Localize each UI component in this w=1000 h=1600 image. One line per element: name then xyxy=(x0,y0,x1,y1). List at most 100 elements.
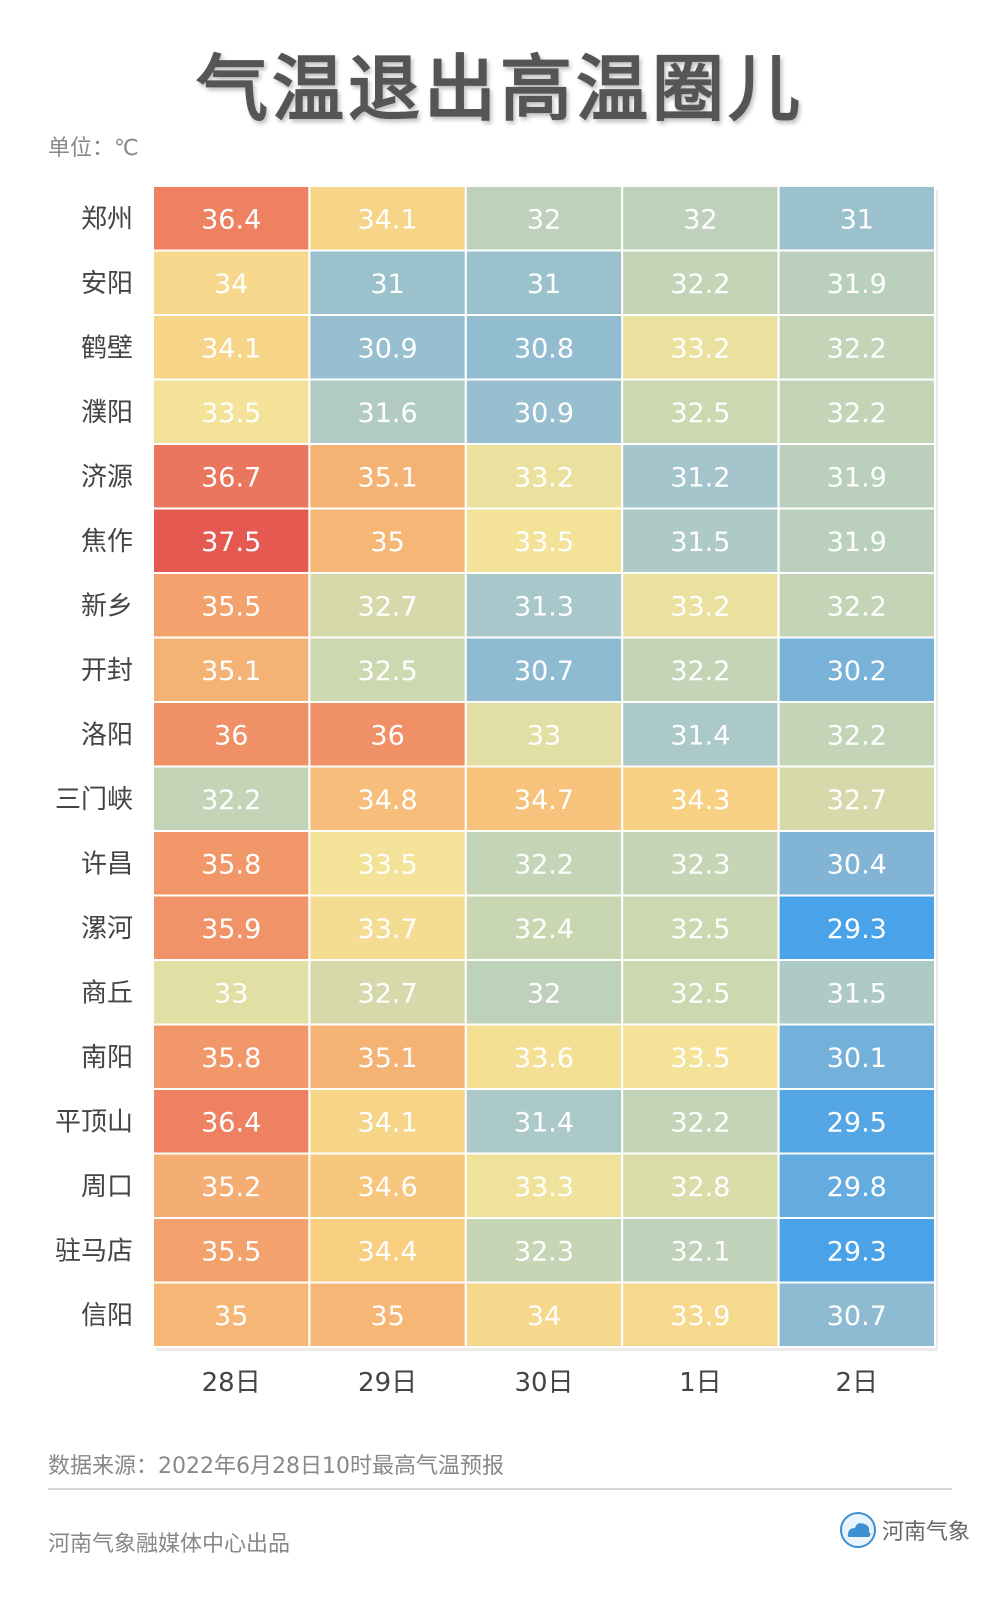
cell-value-label: 31.5 xyxy=(670,527,730,558)
brand-logo: 河南气象 xyxy=(838,1510,970,1550)
cell-value-label: 31.9 xyxy=(827,527,887,558)
heatmap-cell xyxy=(777,959,936,1026)
row-label: 焦作 xyxy=(81,527,133,557)
heatmap-cell xyxy=(464,1023,624,1090)
heatmap-cell xyxy=(152,830,311,897)
row-label: 三门峡 xyxy=(55,785,133,815)
heatmap-cell xyxy=(152,507,311,574)
cell-value-label: 34.1 xyxy=(358,1107,418,1138)
heatmap-cell xyxy=(464,830,624,897)
cell-value-label: 36.7 xyxy=(201,462,261,493)
cell-value-label: 36 xyxy=(370,720,404,751)
cell-value-label: 35.8 xyxy=(201,849,261,880)
cell-value-label: 33.5 xyxy=(514,527,574,558)
cell-value-label: 36.4 xyxy=(201,1107,261,1138)
cell-value-label: 33.9 xyxy=(670,1301,730,1332)
heatmap-cell xyxy=(777,507,936,574)
cell-value-label: 32.4 xyxy=(514,914,574,945)
cell-value-label: 32.2 xyxy=(201,785,261,816)
heatmap-cell xyxy=(464,507,624,574)
cell-value-label: 35.5 xyxy=(201,1236,261,1267)
cell-value-label: 30.7 xyxy=(827,1301,887,1332)
cell-value-label: 32 xyxy=(527,204,561,235)
cell-value-label: 33.2 xyxy=(514,462,574,493)
row-label: 洛阳 xyxy=(81,720,133,750)
cell-value-label: 29.3 xyxy=(827,914,887,945)
cell-value-label: 32.7 xyxy=(358,978,418,1009)
heatmap-cell xyxy=(777,1088,936,1155)
cell-value-label: 34.4 xyxy=(358,1236,418,1267)
cell-value-label: 35.8 xyxy=(201,1043,261,1074)
cell-value-label: 31.9 xyxy=(827,269,887,300)
footer-divider xyxy=(48,1488,952,1490)
cell-value-label: 31.5 xyxy=(827,978,887,1009)
cell-value-label: 35.1 xyxy=(358,462,418,493)
cell-value-label: 30.2 xyxy=(827,656,887,687)
heatmap-cell xyxy=(152,378,311,445)
heatmap-cell xyxy=(464,314,624,381)
column-label: 28日 xyxy=(202,1368,261,1398)
row-label: 驻马店 xyxy=(55,1236,133,1266)
cell-value-label: 31.3 xyxy=(514,591,574,622)
heatmap-cell xyxy=(308,1281,467,1348)
column-label: 1日 xyxy=(679,1368,722,1398)
cell-value-label: 33.2 xyxy=(670,591,730,622)
row-label: 许昌 xyxy=(81,849,133,879)
cell-value-label: 34.8 xyxy=(358,785,418,816)
cell-value-label: 31.2 xyxy=(670,462,730,493)
row-label: 平顶山 xyxy=(55,1107,133,1137)
row-label: 新乡 xyxy=(81,591,133,621)
column-label: 29日 xyxy=(358,1368,417,1398)
cell-value-label: 32.5 xyxy=(670,398,730,429)
cell-value-label: 32.5 xyxy=(670,914,730,945)
row-label: 漯河 xyxy=(81,914,133,944)
heatmap-cell xyxy=(621,959,780,1026)
cell-value-label: 30.9 xyxy=(358,333,418,364)
cell-value-label: 34.1 xyxy=(201,333,261,364)
heatmap-cell xyxy=(152,1088,311,1155)
cell-value-label: 36.4 xyxy=(201,204,261,235)
heatmap-cell xyxy=(152,314,311,381)
cell-value-label: 31 xyxy=(370,269,404,300)
cell-value-label: 34 xyxy=(527,1301,561,1332)
unit-label: 单位：℃ xyxy=(48,136,139,161)
heatmap-cell xyxy=(152,1023,311,1090)
cell-value-label: 36 xyxy=(214,720,248,751)
cell-value-label: 31.4 xyxy=(514,1107,574,1138)
cell-value-label: 32.3 xyxy=(670,849,730,880)
heatmap-cell xyxy=(464,572,624,639)
cell-value-label: 29.3 xyxy=(827,1236,887,1267)
cell-value-label: 30.1 xyxy=(827,1043,887,1074)
heatmap-cell xyxy=(308,443,467,510)
cell-value-label: 32.7 xyxy=(827,785,887,816)
brand-name: 河南气象 xyxy=(881,1520,970,1545)
heatmap-cell xyxy=(777,378,936,445)
cell-value-label: 29.8 xyxy=(827,1172,887,1203)
heatmap-cell xyxy=(152,249,311,316)
cell-value-label: 35.1 xyxy=(201,656,261,687)
cell-value-label: 34.7 xyxy=(514,785,574,816)
cell-value-label: 32.1 xyxy=(670,1236,730,1267)
column-label: 30日 xyxy=(514,1368,573,1398)
heatmap-cell xyxy=(152,959,311,1026)
heatmap-cell xyxy=(621,572,780,639)
heatmap-cell xyxy=(621,378,780,445)
cell-value-label: 33.5 xyxy=(670,1043,730,1074)
cell-value-label: 34 xyxy=(214,269,248,300)
cell-value-label: 31.4 xyxy=(670,720,730,751)
row-label: 南阳 xyxy=(81,1043,133,1073)
cell-value-label: 33.5 xyxy=(201,398,261,429)
heatmap-cell xyxy=(777,443,936,510)
cell-value-label: 32.2 xyxy=(827,591,887,622)
cell-value-label: 32.2 xyxy=(827,720,887,751)
heatmap-cell xyxy=(308,1023,467,1090)
row-label: 商丘 xyxy=(81,978,133,1008)
heatmap-cell xyxy=(152,636,311,703)
cell-value-label: 37.5 xyxy=(201,527,261,558)
cell-value-label: 32.2 xyxy=(514,849,574,880)
heatmap-cell xyxy=(621,443,780,510)
cell-value-label: 35 xyxy=(370,527,404,558)
row-label: 开封 xyxy=(81,656,133,686)
cell-value-label: 33.3 xyxy=(514,1172,574,1203)
cell-value-label: 31 xyxy=(840,204,874,235)
